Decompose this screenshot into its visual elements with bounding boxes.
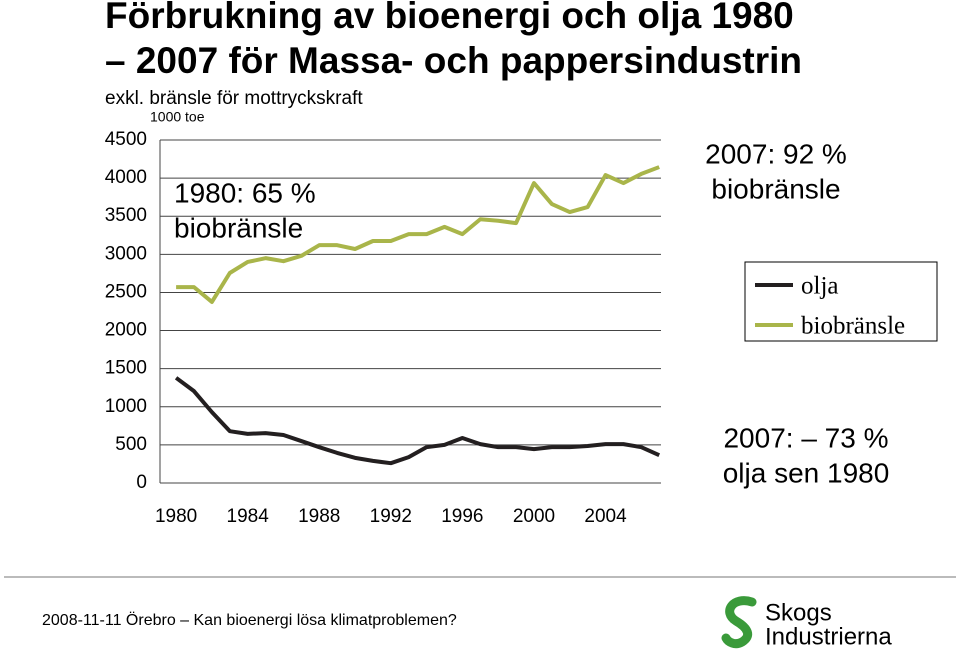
series-line [176, 165, 660, 304]
y-tick-label: 3500 [105, 205, 147, 226]
annotation: 2007: 92 % [705, 138, 847, 169]
x-tick-label: 1984 [227, 506, 270, 527]
annotation: 2007: – 73 % [723, 422, 888, 453]
y-tick-label: 500 [115, 434, 147, 455]
y-tick-label: 0 [136, 472, 147, 493]
legend-label: olja [801, 273, 839, 300]
series-line [174, 376, 661, 466]
annotation: 1980: 65 % [174, 177, 316, 208]
x-tick-label: 1992 [370, 506, 412, 527]
title-line: Förbrukning av bioenergi och olja 1980 [105, 0, 794, 36]
y-tick-label: 2500 [105, 281, 147, 302]
annotation: olja sen 1980 [723, 457, 890, 488]
footer: 2008-11-11 Örebro – Kan bioenergi lösa k… [42, 611, 457, 629]
annotation: biobränsle [711, 173, 840, 204]
y-tick-label: 4500 [105, 129, 147, 150]
y-tick-label: 1000 [105, 396, 147, 417]
y-tick-label: 1500 [105, 358, 147, 379]
x-tick-label: 2000 [513, 506, 555, 527]
title-line: – 2007 för Massa- och pappersindustrin [105, 40, 802, 81]
logo-text: Skogs [765, 599, 832, 626]
x-tick-label: 2004 [584, 506, 627, 527]
y-tick-label: 2000 [105, 320, 147, 341]
x-tick-label: 1988 [298, 506, 340, 527]
legend: olja biobränsle [744, 261, 938, 342]
logo-text: Industrierna [765, 623, 892, 650]
y-axis-label: 1000 toe [150, 109, 205, 125]
logo: Skogs Industrierna [721, 596, 892, 650]
x-tick-label: 1996 [441, 506, 483, 527]
legend-box [744, 261, 938, 342]
logo-mark [721, 596, 757, 649]
y-tick-label: 4000 [105, 167, 147, 188]
y-tick-label: 3000 [105, 243, 147, 264]
subtitle: exkl. bränsle för mottryckskraft [105, 88, 363, 109]
x-tick-label: 1980 [155, 506, 197, 527]
annotation: biobränsle [174, 212, 303, 243]
legend-label: biobränsle [801, 313, 905, 340]
